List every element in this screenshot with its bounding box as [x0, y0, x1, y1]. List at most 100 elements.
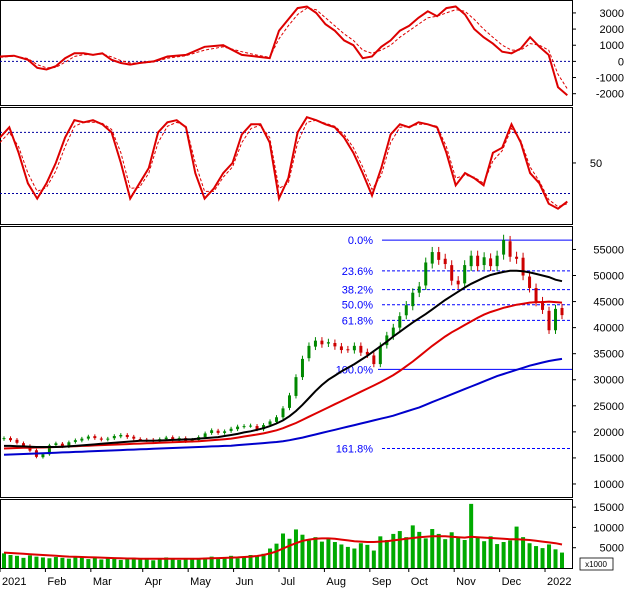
price-tick-label: 15000: [593, 453, 624, 465]
volume-bar: [358, 543, 363, 568]
volume-bar: [475, 537, 480, 568]
price-candle-body: [275, 417, 279, 422]
volume-bar: [131, 557, 136, 568]
price-candle-body: [476, 255, 480, 267]
volume-bar: [449, 532, 454, 568]
moving-average-line-2: [3, 300, 563, 450]
volume-bar: [14, 555, 19, 568]
price-panel-frame: [0, 226, 573, 498]
volume-bar: [384, 539, 389, 568]
x-axis-tick-label: Nov: [456, 576, 476, 588]
fib-level-label: 0.0%: [348, 235, 373, 247]
price-candle-body: [469, 255, 473, 267]
volume-bar: [248, 555, 253, 568]
price-candle-body: [424, 262, 428, 286]
volume-bar: [436, 533, 441, 568]
volume-bar: [138, 559, 143, 568]
volume-bar: [222, 557, 227, 568]
volume-bar: [281, 533, 285, 568]
macd-panel-frame: [0, 0, 573, 106]
volume-unit-box: [579, 557, 614, 571]
macd-line: [0, 5, 568, 97]
volume-bar: [99, 559, 104, 568]
volume-bar: [293, 529, 298, 568]
volume-bar: [553, 549, 558, 568]
price-candle-body: [190, 439, 194, 441]
price-candle-body: [489, 258, 493, 267]
volume-bar: [371, 550, 376, 568]
volume-bar: [287, 538, 292, 568]
volume-bar: [488, 536, 493, 568]
price-candle-body: [313, 340, 317, 347]
volume-bar: [118, 559, 123, 568]
volume-bar: [86, 559, 91, 568]
x-axis-tick-label: May: [190, 576, 211, 588]
volume-bar: [53, 557, 58, 568]
volume-bar: [306, 540, 311, 568]
price-candle-body: [456, 280, 460, 285]
price-tick-label: 40000: [593, 323, 624, 335]
x-axis-tick-label: Dec: [502, 576, 522, 588]
price-candle-body: [112, 436, 116, 439]
fib-level-label: 100.0%: [336, 364, 374, 376]
volume-bar: [177, 559, 182, 568]
fib-level-label: 61.8%: [342, 315, 373, 327]
price-candle-body: [21, 443, 25, 446]
price-candle-body: [378, 345, 382, 365]
x-axis-tick-label: Sep: [372, 576, 392, 588]
x-axis-tick-label: Aug: [326, 576, 346, 588]
volume-bar: [326, 538, 331, 568]
price-candle-body: [443, 258, 447, 265]
vol-panel-frame: [0, 499, 573, 569]
volume-bar: [482, 541, 487, 568]
price-candle-body: [404, 305, 408, 316]
volume-bar: [410, 525, 415, 568]
volume-bar: [27, 555, 32, 568]
volume-bar: [8, 555, 13, 568]
price-candle-body: [216, 430, 220, 433]
volume-bar: [339, 544, 344, 568]
price-candle-body: [560, 307, 564, 316]
volume-bar: [105, 558, 110, 568]
price-tick-label: 20000: [593, 427, 624, 439]
volume-bar: [456, 537, 461, 568]
price-candle-body: [73, 440, 77, 442]
stoch-tick-label: 50: [590, 158, 602, 170]
volume-bar: [514, 526, 519, 568]
price-candle-body: [547, 310, 551, 331]
volume-bar: [79, 556, 84, 568]
fib-level-label: 38.2%: [342, 285, 373, 297]
volume-bar: [229, 555, 234, 568]
price-tick-label: 25000: [593, 401, 624, 413]
volume-bar: [47, 558, 52, 568]
price-candle-body: [391, 327, 395, 337]
price-candle-body: [307, 345, 311, 359]
volume-bar: [203, 557, 208, 568]
volume-tick-label: 5000: [600, 543, 624, 555]
price-candle-body: [463, 265, 467, 284]
fib-level-label: 161.8%: [336, 444, 374, 456]
volume-bar: [164, 557, 169, 568]
price-candle-body: [125, 434, 129, 438]
price-candle-body: [229, 428, 233, 431]
volume-bar: [144, 558, 149, 568]
price-candle-body: [339, 346, 343, 351]
price-candle-body: [326, 342, 330, 344]
price-candle-body: [521, 257, 525, 276]
price-tick-label: 45000: [593, 297, 624, 309]
x-axis-tick-label: Apr: [145, 576, 162, 588]
price-candle-body: [164, 437, 168, 440]
x-axis-tick-label: Jun: [236, 576, 254, 588]
volume-bar: [183, 558, 188, 568]
price-candle-body: [398, 316, 402, 328]
price-tick-label: 50000: [593, 271, 624, 283]
volume-bar: [66, 558, 71, 568]
macd-tick-label: 2000: [600, 24, 624, 36]
volume-bar: [534, 546, 539, 568]
x-axis-tick-label: 2021: [2, 576, 26, 588]
price-candle-body: [119, 434, 123, 437]
fib-level-label: 23.6%: [342, 266, 373, 278]
volume-bar: [300, 534, 305, 568]
price-tick-label: 10000: [593, 479, 624, 491]
